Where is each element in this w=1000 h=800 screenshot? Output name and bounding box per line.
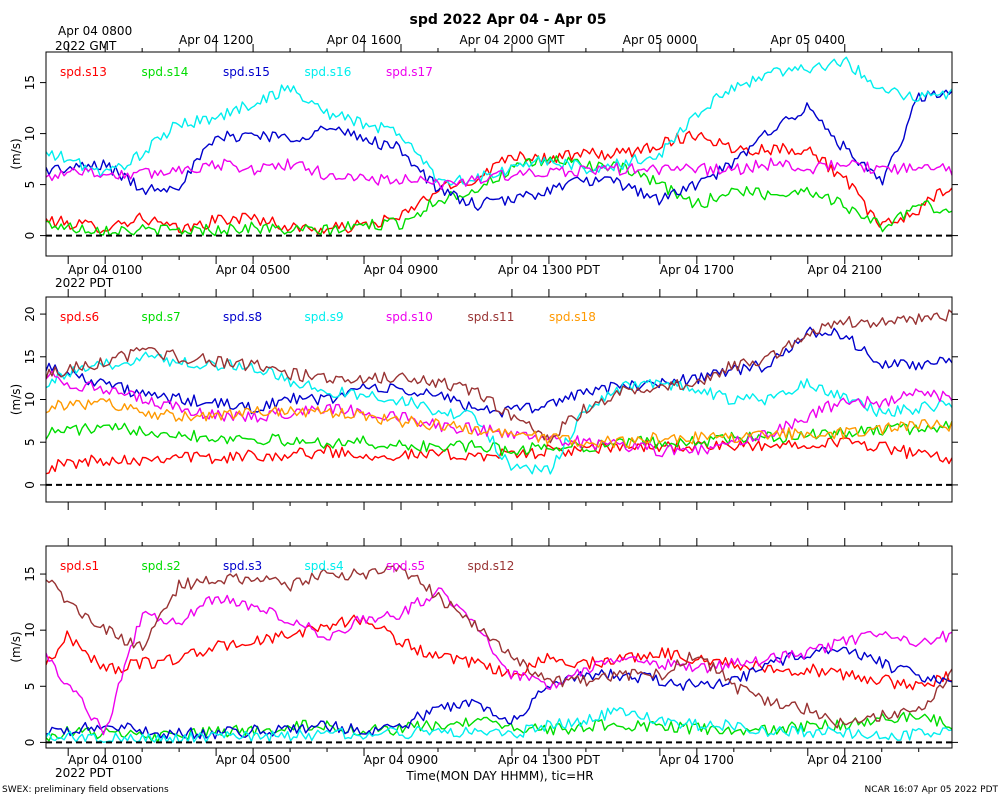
series-line-spd-s2 bbox=[46, 711, 952, 743]
legend-entry: spd.s6 bbox=[60, 310, 99, 324]
y-tick-label: 15 bbox=[23, 75, 37, 90]
legend-entry: spd.s18 bbox=[549, 310, 596, 324]
bottom-axis-label: Apr 04 1300 PDT bbox=[498, 753, 600, 767]
panel-frame bbox=[45, 545, 953, 749]
top-axis-label: Apr 04 0800 bbox=[58, 24, 132, 38]
bottom-axis-sublabel: 2022 PDT bbox=[55, 766, 114, 780]
top-axis-label: Apr 05 0400 bbox=[771, 33, 845, 47]
series-line-spd-s17 bbox=[46, 157, 952, 191]
legend-entry: spd.s9 bbox=[305, 310, 344, 324]
legend-entry: spd.s10 bbox=[386, 310, 433, 324]
legend-entry: spd.s2 bbox=[142, 559, 181, 573]
x-axis-label: Time(MON DAY HHMM), tic=HR bbox=[405, 769, 593, 783]
y-tick-label: 0 bbox=[23, 481, 37, 489]
legend-entry: spd.s11 bbox=[468, 310, 515, 324]
bottom-axis-label: Apr 04 0900 bbox=[364, 263, 438, 277]
legend-entry: spd.s14 bbox=[142, 65, 189, 79]
bottom-axis-label: Apr 04 0900 bbox=[364, 753, 438, 767]
series-line-spd-s9 bbox=[46, 351, 952, 475]
bottom-axis-label: Apr 04 1700 bbox=[660, 753, 734, 767]
panel-frame bbox=[45, 51, 953, 257]
y-tick-label: 5 bbox=[23, 181, 37, 189]
top-axis-label: Apr 04 1200 bbox=[179, 33, 253, 47]
series-line-spd-s13 bbox=[46, 130, 952, 235]
y-tick-label: 5 bbox=[23, 438, 37, 446]
series-group bbox=[46, 56, 952, 237]
series-line-spd-s1 bbox=[46, 614, 952, 691]
bottom-axis-label: Apr 04 0500 bbox=[216, 753, 290, 767]
legend-entry: spd.s3 bbox=[223, 559, 262, 573]
footer-right: NCAR 16:07 Apr 05 2022 PDT bbox=[865, 785, 999, 795]
legend-entry: spd.s16 bbox=[305, 65, 352, 79]
series-line-spd-s6 bbox=[46, 437, 952, 475]
bottom-axis-label: Apr 04 0100 bbox=[68, 753, 142, 767]
y-tick-label: 0 bbox=[23, 232, 37, 240]
y-tick-label: 10 bbox=[23, 126, 37, 141]
legend-entry: spd.s13 bbox=[60, 65, 107, 79]
legend-entry: spd.s7 bbox=[142, 310, 181, 324]
y-tick-label: 15 bbox=[23, 349, 37, 364]
bottom-axis-label: Apr 04 2100 bbox=[808, 263, 882, 277]
y-tick-label: 10 bbox=[23, 623, 37, 638]
y-tick-label: 0 bbox=[23, 739, 37, 747]
series-line-spd-s8 bbox=[46, 326, 952, 418]
series-line-spd-s18 bbox=[46, 398, 952, 449]
y-tick-label: 5 bbox=[23, 682, 37, 690]
series-line-spd-s7 bbox=[46, 420, 952, 457]
bottom-axis-label: Apr 04 2100 bbox=[808, 753, 882, 767]
series-line-spd-s12 bbox=[46, 565, 952, 729]
panel-frame bbox=[45, 296, 953, 503]
bottom-axis-label: Apr 04 0100 bbox=[68, 263, 142, 277]
legend-entry: spd.s8 bbox=[223, 310, 262, 324]
series-line-spd-s16 bbox=[46, 56, 952, 186]
series-line-spd-s15 bbox=[46, 89, 952, 211]
y-axis-label: (m/s) bbox=[9, 384, 23, 415]
legend-entry: spd.s17 bbox=[386, 65, 433, 79]
y-axis-label: (m/s) bbox=[9, 138, 23, 169]
footer-left: SWEX: preliminary field observations bbox=[2, 785, 169, 795]
panel-1: 0 5 10 15 (m/s) spd.s13 spd.s14 spd.s15 spd.s16 s… bbox=[9, 44, 958, 264]
panel-2: 0 5 10 15 20 (m/s) spd.s6 spd.s7 spd.s8 spd.s9 spd… bbox=[9, 289, 958, 510]
top-axis-sublabel: 2022 GMT bbox=[55, 39, 117, 53]
bottom-axis-sublabel: 2022 PDT bbox=[55, 276, 114, 290]
top-axis-label: Apr 04 1600 bbox=[327, 33, 401, 47]
bottom-axis-label: Apr 04 1700 bbox=[660, 263, 734, 277]
legend-entry: spd.s12 bbox=[468, 559, 515, 573]
top-axis-label: Apr 04 2000 GMT bbox=[459, 33, 565, 47]
y-tick-label: 10 bbox=[23, 392, 37, 407]
series-line-spd-s3 bbox=[46, 646, 952, 740]
top-axis-label: Apr 05 0000 bbox=[623, 33, 697, 47]
series-line-spd-s5 bbox=[46, 587, 952, 736]
series-group bbox=[46, 565, 952, 743]
chart-title: spd 2022 Apr 04 - Apr 05 bbox=[410, 12, 607, 28]
bottom-axis-label: Apr 04 0500 bbox=[216, 263, 290, 277]
legend-entry: spd.s15 bbox=[223, 65, 270, 79]
legend-entry: spd.s5 bbox=[386, 559, 425, 573]
legend-entry: spd.s4 bbox=[305, 559, 344, 573]
series-line-spd-s14 bbox=[46, 155, 952, 237]
y-tick-label: 20 bbox=[23, 306, 37, 321]
y-tick-label: 15 bbox=[23, 566, 37, 581]
series-line-spd-s11 bbox=[46, 309, 952, 444]
y-axis-label: (m/s) bbox=[9, 631, 23, 662]
series-group bbox=[46, 309, 952, 475]
bottom-axis-label: Apr 04 1300 PDT bbox=[498, 263, 600, 277]
legend-entry: spd.s1 bbox=[60, 559, 99, 573]
panel-3: 0 5 10 15 (m/s) spd.s1 spd.s2 spd.s3 spd.s4 spd.s… bbox=[9, 538, 958, 756]
series-line-spd-s10 bbox=[46, 370, 952, 458]
series-line-spd-s4 bbox=[46, 707, 952, 743]
